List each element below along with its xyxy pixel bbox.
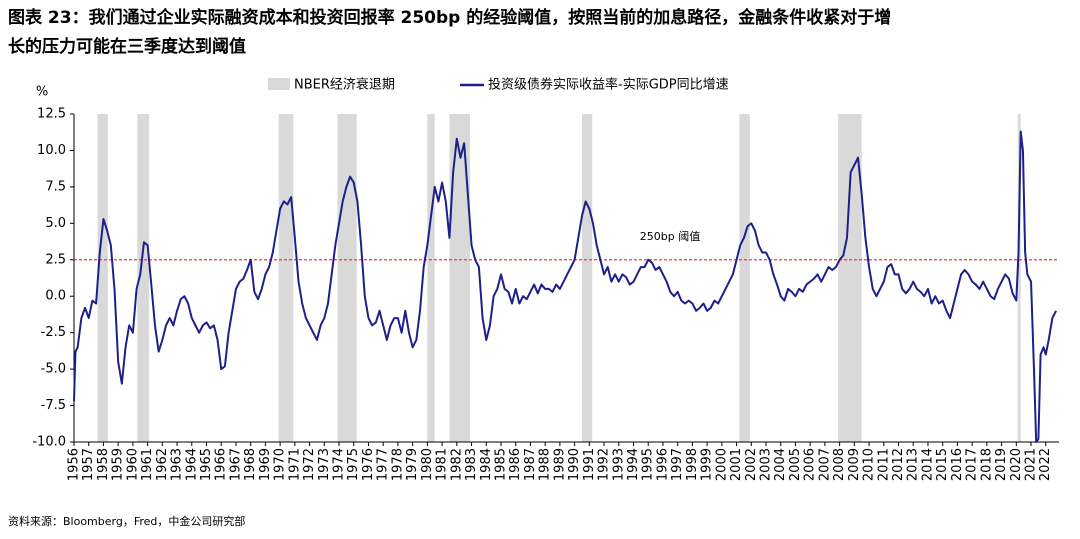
x-tick-label: 2016 (950, 448, 965, 481)
chart-title: 图表 23：我们通过企业实际融资成本和投资回报率 250bp 的经验阈值，按照当… (8, 7, 891, 28)
legend-label: NBER经济衰退期 (294, 77, 395, 93)
x-tick-label: 1977 (376, 448, 391, 481)
x-tick-label: 2006 (803, 448, 818, 481)
x-tick-label: 1998 (685, 448, 700, 481)
x-tick-label: 1989 (552, 448, 567, 481)
x-tick-label: 1962 (155, 448, 170, 481)
y-tick-label: 0.0 (45, 289, 66, 304)
x-tick-label: 2022 (1038, 448, 1053, 481)
x-tick-label: 1979 (405, 448, 420, 481)
x-tick-label: 1956 (67, 448, 82, 481)
y-tick-label: 10.0 (37, 143, 66, 158)
x-tick-label: 1980 (420, 448, 435, 481)
x-tick-label: 1992 (597, 448, 612, 481)
x-tick-label: 1957 (81, 448, 96, 481)
x-tick-label: 1997 (670, 448, 685, 481)
x-tick-label: 1987 (523, 448, 538, 481)
recession-band (838, 114, 862, 442)
x-tick-label: 1994 (626, 448, 641, 481)
x-tick-label: 2018 (979, 448, 994, 481)
recession-band (337, 114, 357, 442)
x-tick-label: 2001 (729, 448, 744, 481)
x-tick-label: 1978 (390, 448, 405, 481)
x-tick-label: 2015 (935, 448, 950, 481)
x-tick-label: 2017 (965, 448, 980, 481)
x-tick-label: 2013 (906, 448, 921, 481)
x-tick-label: 1988 (538, 448, 553, 481)
x-tick-label: 2021 (1024, 448, 1039, 481)
x-tick-label: 1981 (435, 448, 450, 481)
x-tick-label: 1986 (508, 448, 523, 481)
y-tick-label: -10.0 (32, 435, 66, 450)
x-tick-label: 2004 (773, 448, 788, 481)
recession-band (278, 114, 294, 442)
x-tick-label: 1964 (184, 448, 199, 481)
x-tick-label: 1965 (199, 448, 214, 481)
source: 资料来源：Bloomberg，Fred，中金公司研究部 (8, 514, 245, 528)
recession-band (449, 114, 471, 442)
x-tick-label: 2020 (1009, 448, 1024, 481)
y-tick-label: 7.5 (45, 179, 66, 194)
y-tick-label: 5.0 (45, 216, 66, 231)
x-tick-label: 1985 (493, 448, 508, 481)
recession-band (137, 114, 150, 442)
x-tick-label: 1971 (287, 448, 302, 481)
y-tick-label: 12.5 (37, 107, 66, 122)
x-tick-label: 1974 (332, 448, 347, 481)
x-tick-label: 1982 (449, 448, 464, 481)
x-tick-label: 1967 (228, 448, 243, 481)
x-tick-label: 2009 (847, 448, 862, 481)
x-tick-label: 2005 (788, 448, 803, 481)
x-tick-label: 1996 (655, 448, 670, 481)
x-tick-label: 1969 (258, 448, 273, 481)
x-tick-label: 1963 (170, 448, 185, 481)
x-tick-label: 2010 (862, 448, 877, 481)
y-tick-label: -7.5 (41, 398, 66, 413)
legend-swatch (268, 78, 290, 90)
recession-band (97, 114, 108, 442)
threshold-label: 250bp 阈值 (640, 229, 700, 243)
x-tick-label: 1972 (302, 448, 317, 481)
x-tick-label: 2008 (832, 448, 847, 481)
recession-band (427, 114, 435, 442)
x-tick-label: 1961 (140, 448, 155, 481)
x-tick-label: 2002 (744, 448, 759, 481)
y-tick-label: -2.5 (41, 325, 66, 340)
x-tick-label: 1975 (346, 448, 361, 481)
x-tick-label: 1995 (641, 448, 656, 481)
y-tick-label: -5.0 (41, 362, 66, 377)
x-tick-label: 2014 (920, 448, 935, 481)
x-tick-label: 1991 (582, 448, 597, 481)
chart-title: 长的压力可能在三季度达到阈值 (8, 36, 246, 57)
y-axis-label: % (36, 85, 48, 100)
x-tick-label: 2000 (714, 448, 729, 481)
y-tick-label: 2.5 (45, 252, 66, 267)
x-tick-label: 1976 (361, 448, 376, 481)
series-line (73, 130, 1057, 443)
x-tick-label: 1990 (567, 448, 582, 481)
x-tick-label: 1970 (273, 448, 288, 481)
x-tick-label: 1999 (700, 448, 715, 481)
recession-band (1017, 114, 1021, 442)
recession-band (739, 114, 750, 442)
x-tick-label: 1966 (214, 448, 229, 481)
recession-band (581, 114, 593, 442)
x-tick-label: 1973 (317, 448, 332, 481)
x-tick-label: 1983 (464, 448, 479, 481)
x-tick-label: 2007 (817, 448, 832, 481)
x-tick-label: 1984 (479, 448, 494, 481)
x-tick-label: 2012 (891, 448, 906, 481)
x-tick-label: 2019 (994, 448, 1009, 481)
x-tick-label: 1958 (96, 448, 111, 481)
legend-label: 投资级债券实际收益率-实际GDP同比增速 (488, 77, 729, 93)
x-tick-label: 2003 (759, 448, 774, 481)
x-tick-label: 1959 (111, 448, 126, 481)
x-tick-label: 1968 (243, 448, 258, 481)
x-tick-label: 1960 (125, 448, 140, 481)
x-tick-label: 1993 (611, 448, 626, 481)
x-tick-label: 2011 (876, 448, 891, 481)
